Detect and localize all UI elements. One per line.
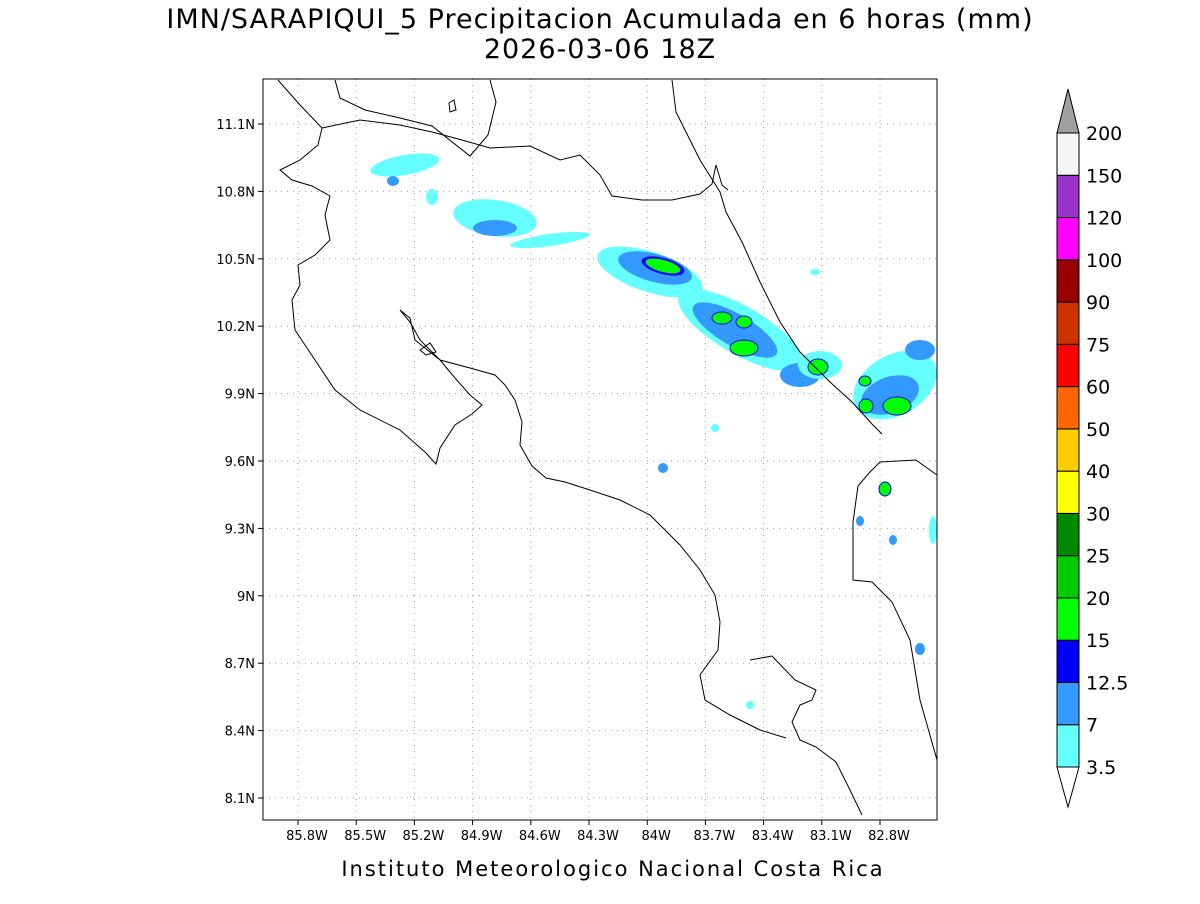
legend-swatch [1056,301,1080,345]
y-tick-label: 8.4N [225,725,255,740]
x-tick-label: 85.5W [344,829,386,844]
legend-label: 30 [1086,503,1110,525]
legend-swatch [1056,174,1080,219]
legend: 3.5 7 12.5 15 20 25 30 40 50 60 75 90 100 120 150 200 [1056,88,1128,809]
legend-label: 3.5 [1086,757,1116,779]
legend-label: 12.5 [1086,672,1128,694]
title: IMN/SARAPIQUI_5 Precipitacion Acumulada … [166,4,1033,35]
x-tick-label: 84W [641,829,671,844]
legend-swatch [1056,343,1080,388]
legend-label: 120 [1086,208,1122,230]
legend-label: 150 [1086,165,1122,187]
legend-label: 50 [1086,419,1110,441]
y-tick-label: 9.6N [225,455,255,470]
legend-swatch [1056,555,1080,599]
y-tick-label: 11.1N [216,118,255,133]
legend-swatch [1056,132,1080,176]
footer: Instituto Meteorologico Nacional Costa R… [341,857,884,881]
legend-swatch [1056,470,1080,514]
y-tick-label: 9.3N [225,522,255,537]
x-tick-label: 84.9W [461,829,503,844]
precipitation [370,153,937,709]
y-tick-label: 10.5N [216,253,255,268]
legend-label: 90 [1086,292,1110,314]
x-tick-label: 83.7W [693,829,735,844]
legend-label: 60 [1086,377,1110,399]
x-tick-label: 84.3W [577,829,619,844]
x-tick-label: 83.4W [752,829,794,844]
legend-swatch [1056,597,1080,641]
legend-label: 75 [1086,334,1110,356]
y-tick-label: 10.2N [216,320,255,335]
legend-label: 200 [1086,123,1122,145]
y-tick-label: 9.9N [225,388,255,403]
legend-swatch [1056,386,1080,430]
y-tick-label: 8.7N [225,657,255,672]
y-tick-label: 10.8N [216,185,255,200]
y-tick-label: 9N [237,590,255,605]
legend-label: 15 [1086,630,1110,652]
legend-label: 100 [1086,250,1122,272]
legend-triangle [1056,766,1080,809]
legend-swatch [1056,217,1080,261]
map-frame [262,78,938,821]
y-tick-label: 8.1N [225,792,255,807]
legend-label: 40 [1086,461,1110,483]
legend-swatch [1056,512,1080,557]
legend-swatch [1056,681,1080,726]
legend-swatch [1056,428,1080,472]
x-tick-label: 84.6W [519,829,561,844]
legend-triangle [1056,88,1080,134]
x-tick-label: 85.8W [286,829,328,844]
legend-swatch [1056,259,1080,303]
x-tick-label: 85.2W [402,829,444,844]
subtitle: 2026-03-06 18Z [484,34,716,65]
coastlines [277,79,938,816]
x-tick-label: 83.1W [810,829,852,844]
legend-swatch [1056,639,1080,683]
x-tick-label: 82.8W [868,829,910,844]
legend-label: 7 [1086,715,1098,737]
legend-label: 25 [1086,546,1110,568]
legend-swatch [1056,724,1080,768]
grid [258,79,937,825]
legend-label: 20 [1086,588,1110,610]
